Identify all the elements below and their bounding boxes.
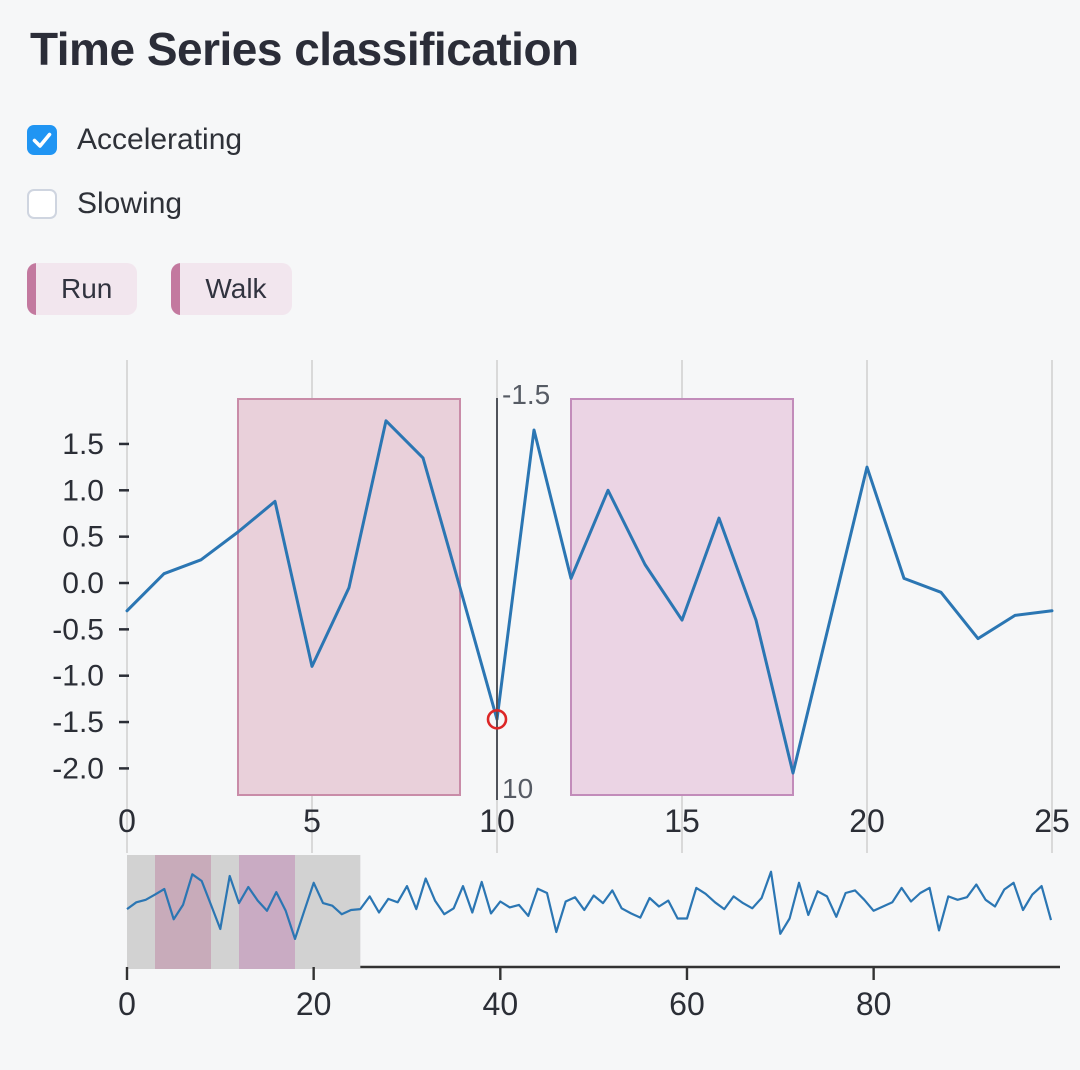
y-axis-label: 0.0 [62, 567, 104, 600]
rangeslider-band-run [154, 855, 211, 969]
y-axis-label: 0.5 [62, 521, 104, 554]
rangeslider-tick-label: 80 [856, 986, 892, 1022]
accelerating-checkbox[interactable] [27, 125, 57, 155]
hover-y-value-label: -1.5 [502, 379, 550, 410]
run-pill-label: Run [61, 273, 113, 304]
x-axis-label: 25 [1034, 803, 1070, 839]
hover-point-marker [486, 708, 508, 730]
main-series-line [125, 419, 1054, 775]
rangeslider-tick-label: 0 [118, 986, 136, 1022]
run-pill-color-bar [27, 263, 36, 315]
rangeslider-series-line [126, 870, 1053, 941]
checkbox-row-accelerating: Accelerating [27, 125, 242, 155]
rangeslider-tick-label: 40 [483, 986, 519, 1022]
run-pill-button[interactable]: Run [27, 263, 138, 315]
walk-pill-label: Walk [205, 273, 267, 304]
x-axis-label: 5 [303, 803, 321, 839]
category-pills: Run Walk [27, 263, 292, 315]
y-axis-label: -2.0 [52, 752, 104, 785]
x-axis-label: 20 [849, 803, 885, 839]
slowing-checkbox[interactable] [27, 189, 57, 219]
region-walk-highlight [570, 398, 794, 796]
y-axis-label: 1.5 [62, 428, 104, 461]
checkbox-row-slowing: Slowing [27, 189, 182, 219]
walk-pill-color-bar [171, 263, 181, 315]
timeseries-chart[interactable]: 1.5 1.0 0.5 0.0 -0.5 -1.0 -1.5 -2.0 0 5 10 15 20 25 -1… [0, 355, 1080, 1070]
accelerating-label: Accelerating [77, 123, 243, 156]
y-axis-label: -1.0 [52, 660, 104, 693]
y-axis-label: 1.0 [62, 474, 104, 507]
page-title: Time Series classification [30, 23, 579, 75]
hover-x-value-label: 10 [502, 773, 533, 804]
y-axis-label: -1.5 [52, 706, 104, 739]
rangeslider-tick-label: 20 [296, 986, 332, 1022]
x-axis-label: 10 [479, 803, 515, 839]
slowing-label: Slowing [77, 187, 183, 220]
region-run-highlight [237, 398, 461, 796]
checkmark-icon [32, 132, 52, 148]
y-axis-label: -0.5 [52, 613, 104, 646]
walk-pill-button[interactable]: Walk [171, 263, 292, 315]
rangeslider-tick-label: 60 [669, 986, 705, 1022]
x-axis-label: 0 [118, 803, 136, 839]
x-axis-label: 15 [664, 803, 700, 839]
